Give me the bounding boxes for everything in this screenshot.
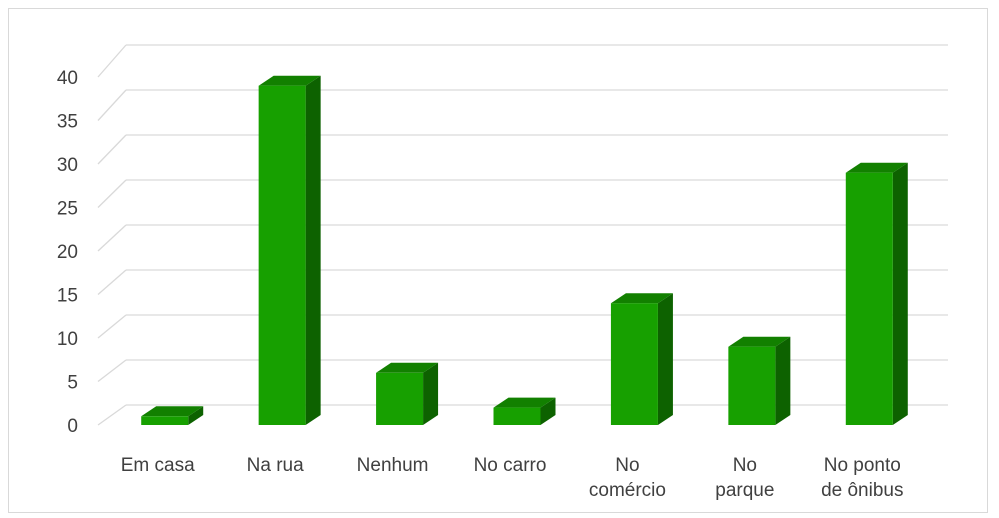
gridline-depth <box>97 44 127 78</box>
bar-side <box>423 362 439 425</box>
y-tick-label: 40 <box>57 68 78 89</box>
y-tick-label: 5 <box>67 373 78 394</box>
x-tick-label: Nenhum <box>357 455 429 476</box>
y-tick-label: 20 <box>57 242 78 263</box>
x-tick-label: No ponto de ônibus <box>821 455 903 501</box>
gridline-depth <box>97 269 127 295</box>
bar-top <box>728 336 791 347</box>
bar-front <box>610 303 658 425</box>
gridline-depth <box>97 89 127 121</box>
bar-front <box>376 372 424 425</box>
bar-top <box>493 397 556 408</box>
bar-side <box>657 293 673 425</box>
gridline-depth <box>97 314 127 339</box>
x-tick-label: No carro <box>474 455 547 476</box>
bar-side <box>540 397 556 425</box>
x-tick-label: Na rua <box>247 455 304 476</box>
bar <box>258 75 321 425</box>
bar-front <box>493 407 541 425</box>
y-tick-label: 35 <box>57 112 78 133</box>
x-tick-label: No parque <box>715 455 774 501</box>
gridline-depth <box>97 359 127 383</box>
bar-side <box>892 162 908 425</box>
gridline-depth <box>97 134 127 165</box>
y-tick-label: 15 <box>57 286 78 307</box>
gridline-depth <box>97 404 127 426</box>
y-tick-label: 30 <box>57 155 78 176</box>
gridline-depth <box>97 224 127 252</box>
bar-front <box>258 85 306 425</box>
bar-front <box>845 172 893 425</box>
bar-top <box>141 406 204 417</box>
bar-top <box>376 362 439 373</box>
bar <box>141 406 204 425</box>
x-tick-label: No comércio <box>589 455 666 501</box>
y-tick-label: 25 <box>57 199 78 220</box>
bar-top <box>845 162 908 173</box>
x-axis-ticks: Em casa Na rua Nenhum No carro No comércio No p… <box>121 455 904 501</box>
bar <box>376 362 439 425</box>
bar-top <box>258 75 321 86</box>
x-tick-label: Em casa <box>121 455 195 476</box>
bar-side <box>188 406 204 425</box>
gridlines <box>97 44 948 426</box>
y-tick-label: 0 <box>67 416 78 437</box>
bar <box>728 336 791 425</box>
bar <box>493 397 556 425</box>
bar-front <box>141 416 189 425</box>
chart-area <box>8 8 988 513</box>
bar <box>845 162 908 425</box>
bar <box>610 293 673 425</box>
y-axis-ticks: 0 5 10 15 20 25 30 35 40 <box>57 68 78 437</box>
bar-side <box>775 336 791 425</box>
gridline-depth <box>97 179 127 208</box>
bar-top <box>610 293 673 304</box>
bar-side <box>305 75 321 425</box>
y-tick-label: 10 <box>57 329 78 350</box>
bars <box>141 75 908 425</box>
bar-front <box>728 346 776 425</box>
